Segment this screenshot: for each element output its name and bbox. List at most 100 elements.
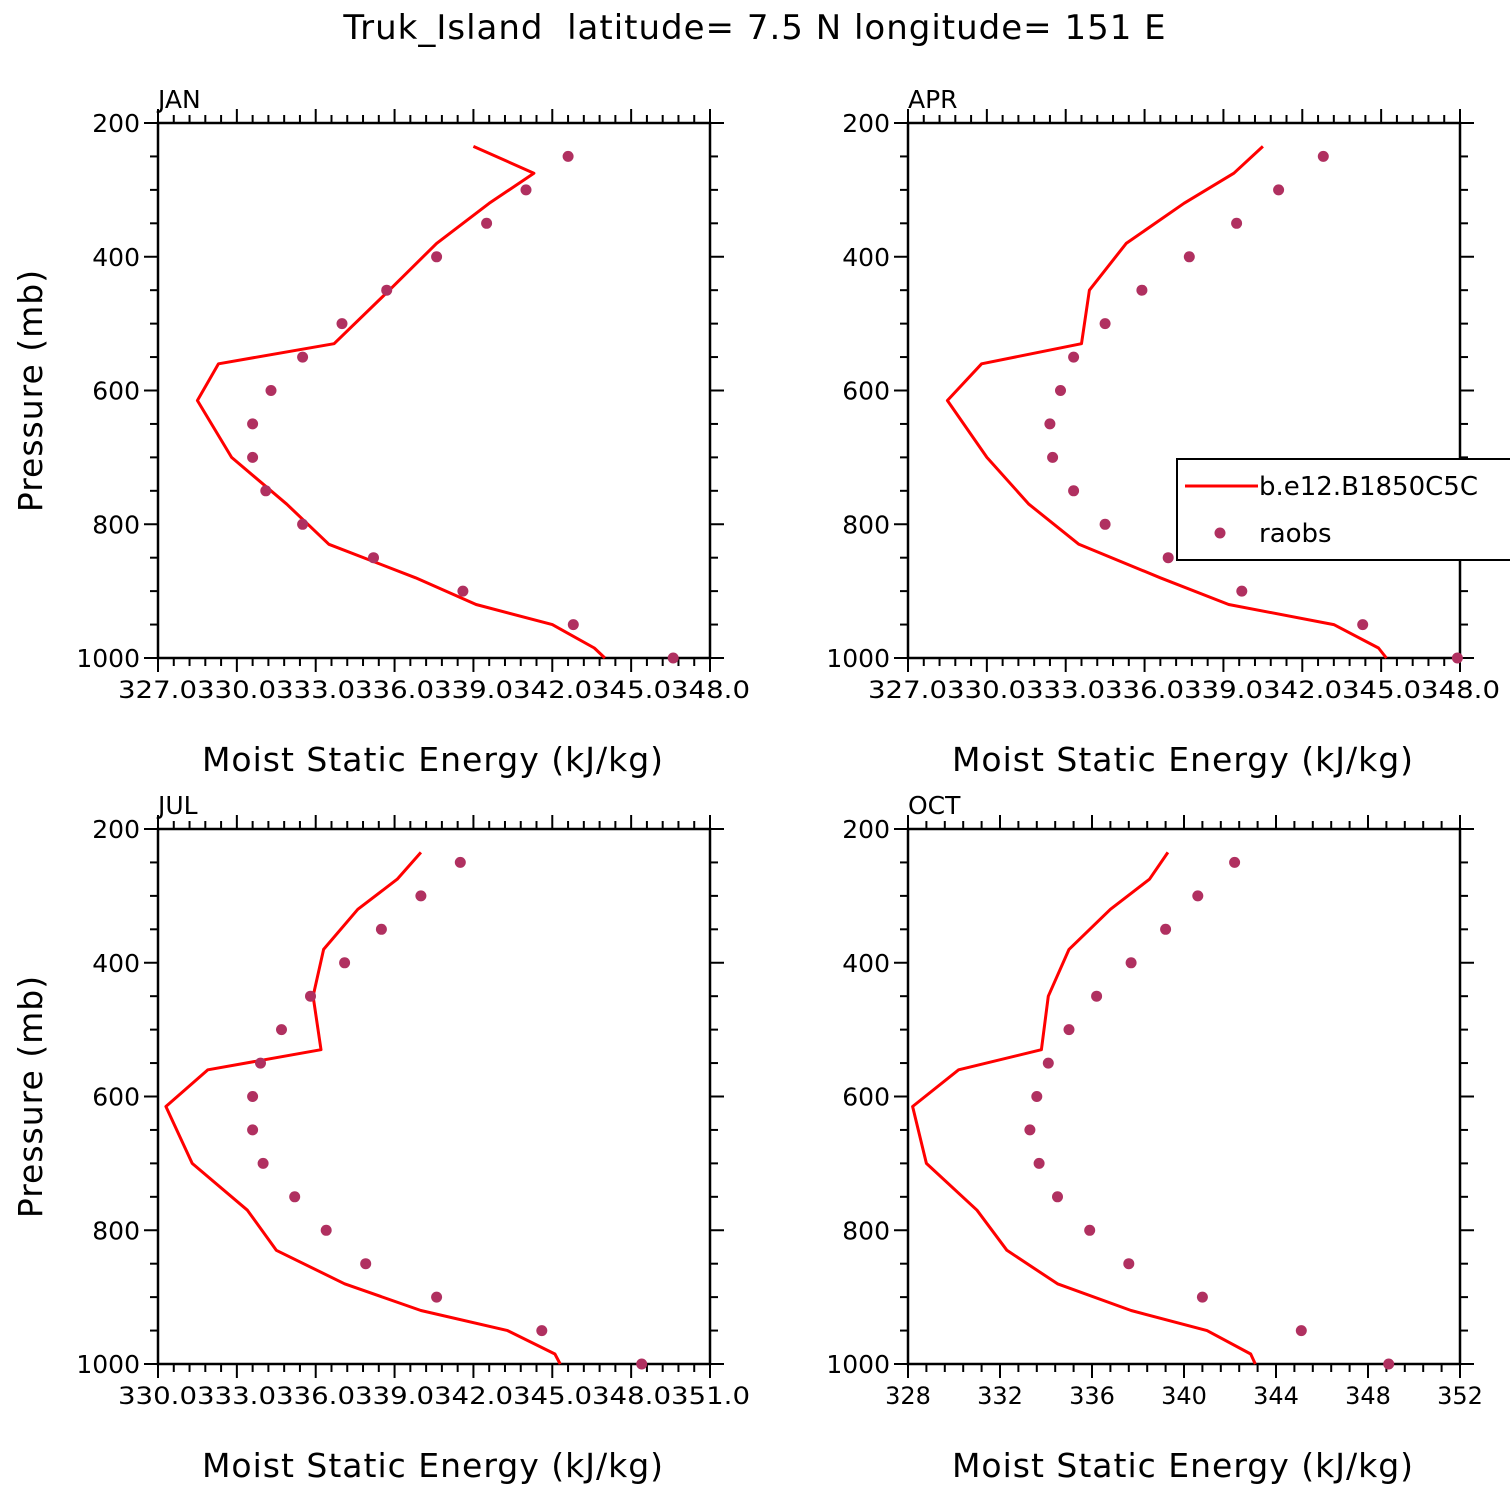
obs-point (320, 1224, 332, 1236)
obs-point (289, 1191, 301, 1203)
obs-point (1099, 318, 1111, 330)
obs-point (520, 184, 532, 196)
model-line (945, 145, 1388, 659)
obs-point (1162, 552, 1174, 564)
obs-point (1099, 518, 1111, 530)
y-axis-label: Pressure (mb) (11, 975, 50, 1218)
obs-point (415, 890, 427, 902)
obs-point (457, 585, 469, 597)
obs-point (431, 1291, 443, 1303)
legend-box (1176, 458, 1510, 561)
x-axis-label: Moist Static Energy (kJ/kg) (202, 1446, 664, 1485)
obs-point (1068, 485, 1080, 497)
panel-jul: 200 400 600 800 1000 330.0333.0336.0339.0342.… (11, 791, 750, 1485)
obs-point (1196, 1291, 1208, 1303)
plot-frame (156, 827, 712, 1366)
obs-point (431, 251, 443, 263)
x-tick-label: 348 (1345, 1382, 1391, 1410)
obs-point (1031, 1091, 1043, 1102)
obs-point (1357, 619, 1369, 631)
obs-point (1125, 957, 1137, 969)
obs-point (336, 318, 348, 330)
legend-entry-model: b.e12.B1850C5C (1259, 472, 1478, 502)
obs-point (1091, 990, 1103, 1002)
x-tick-label: 336 (1069, 1382, 1115, 1410)
obs-point (257, 1157, 269, 1169)
obs-point (667, 652, 679, 664)
y-tick-label: 400 (92, 949, 140, 978)
obs-point (297, 518, 309, 530)
x-tick-labels: 330.0333.0336.0339.0342.0345.0348.0351.0 (118, 1382, 750, 1410)
y-tick-label: 800 (842, 510, 890, 539)
obs-point (1229, 856, 1241, 868)
obs-point (1295, 1325, 1307, 1337)
x-tick-label: 340 (1161, 1382, 1207, 1410)
y-axis-label: Pressure (mb) (11, 269, 50, 512)
legend: b.e12.B1850C5C raobs (1176, 458, 1510, 561)
obs-point (481, 217, 493, 229)
obs-point (339, 957, 351, 969)
obs-point (1317, 150, 1329, 162)
obs-point (1084, 1224, 1096, 1236)
panel-label: JUL (156, 791, 198, 820)
y-tick-label: 200 (842, 109, 890, 138)
obs-point (1063, 1024, 1075, 1036)
obs-point (567, 619, 579, 631)
obs-point (247, 451, 259, 463)
obs-point (1068, 351, 1080, 363)
y-tick-label: 800 (92, 510, 140, 539)
y-tick-label: 800 (92, 1216, 140, 1245)
y-tick-label: 200 (92, 109, 140, 138)
legend-entry-obs: raobs (1259, 519, 1332, 549)
panel-apr: 200 400 600 800 1000 327.0330.0333.0336.0339.… (826, 85, 1510, 779)
obs-point (1192, 890, 1204, 902)
model-line (164, 851, 562, 1365)
y-tick-label: 600 (92, 1083, 140, 1112)
obs-point (368, 552, 379, 564)
obs-point (1236, 585, 1248, 597)
y-tick-label: 200 (92, 815, 140, 844)
obs-point (360, 1258, 372, 1270)
y-tick-label: 600 (842, 377, 890, 406)
obs-point (1044, 418, 1056, 430)
y-tick-label: 200 (842, 815, 890, 844)
y-tick-label: 400 (92, 243, 140, 272)
plot-frame (156, 121, 712, 660)
panel-label: OCT (908, 791, 961, 820)
legend-point-swatch (1214, 527, 1226, 539)
model-line (911, 851, 1257, 1365)
obs-point (1042, 1057, 1054, 1069)
obs-point (1047, 451, 1059, 463)
obs-point (260, 485, 272, 497)
obs-point (454, 856, 466, 868)
obs-point (381, 284, 393, 296)
obs-point (536, 1325, 548, 1337)
x-tick-label: 344 (1253, 1382, 1299, 1410)
panel-oct: 200 400 600 800 1000 328 332 336 340 344 348 352 Moi… (826, 791, 1483, 1485)
obs-point (1183, 251, 1195, 263)
x-tick-label: 352 (1437, 1382, 1483, 1410)
obs-point (562, 150, 574, 162)
obs-point (265, 385, 277, 396)
y-tick-label: 600 (92, 377, 140, 406)
y-tick-label: 1000 (76, 1350, 140, 1379)
obs-point (1273, 184, 1285, 196)
obs-point (255, 1057, 266, 1069)
obs-point (1052, 1191, 1063, 1203)
plot-frame (906, 827, 1462, 1366)
y-tick-label: 600 (842, 1083, 890, 1112)
obs-point (276, 1024, 287, 1036)
x-axis-label: Moist Static Energy (kJ/kg) (952, 1446, 1414, 1485)
panel-label: JAN (156, 85, 201, 114)
x-tick-labels: 327.0330.0333.0336.0339.0342.0345.0348.0 (118, 676, 750, 704)
obs-point (375, 923, 387, 935)
obs-point (247, 418, 259, 430)
obs-point (1136, 284, 1148, 296)
obs-point (1383, 1358, 1395, 1370)
obs-point (247, 1091, 259, 1102)
panel-jan: 200 400 600 800 1000 327.0330.0333.0336.0339.… (11, 85, 750, 779)
obs-point (1033, 1157, 1045, 1169)
x-axis-label: Moist Static Energy (kJ/kg) (202, 740, 664, 779)
obs-point (1160, 923, 1172, 935)
